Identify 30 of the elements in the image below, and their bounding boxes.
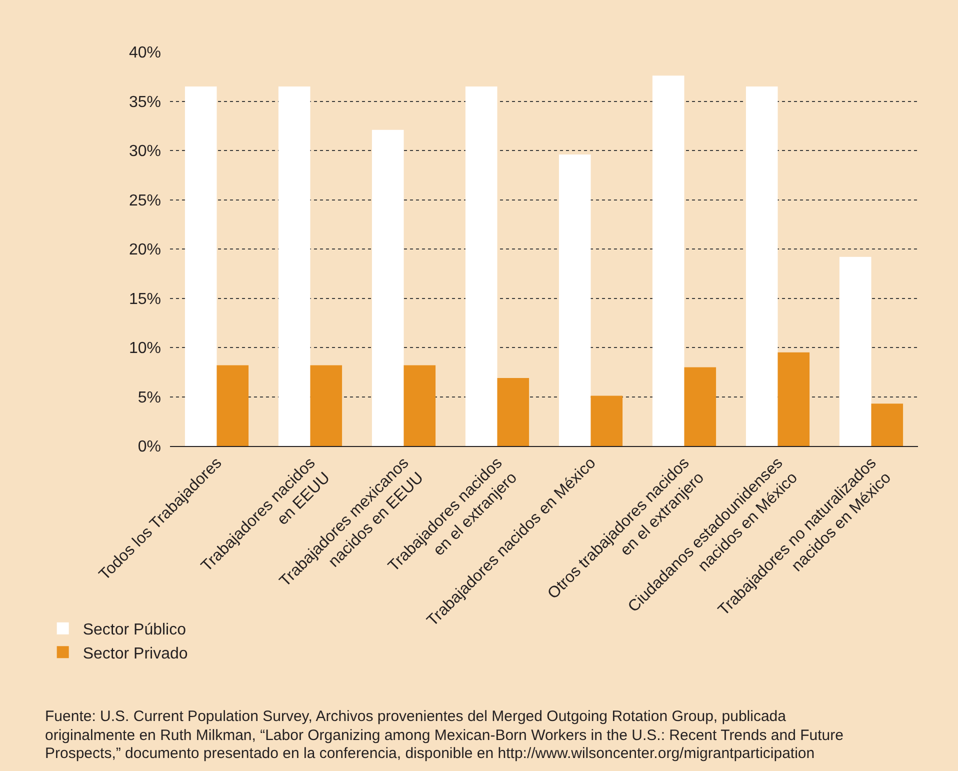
y-tick-label: 30% bbox=[128, 143, 161, 160]
bar bbox=[465, 86, 498, 446]
bar bbox=[404, 365, 436, 446]
y-tick-label: 40% bbox=[128, 44, 161, 62]
legend-label: Sector Público bbox=[82, 622, 186, 639]
bar bbox=[216, 365, 249, 446]
y-tick-label: 25% bbox=[128, 192, 161, 210]
y-tick-label: 10% bbox=[128, 340, 161, 358]
legend-label: Sector Privado bbox=[82, 645, 188, 662]
text: Prospects,” documento presentado en la conferencia, disponible en http://www.wilsoncenter.org/migrantparticipation bbox=[45, 745, 815, 762]
y-tick-label: 35% bbox=[128, 94, 161, 111]
bar bbox=[871, 404, 904, 446]
bar bbox=[497, 378, 530, 446]
bar bbox=[278, 86, 310, 446]
bar bbox=[184, 86, 217, 446]
bar bbox=[778, 352, 810, 446]
bar bbox=[310, 365, 342, 446]
text: originalmente en Ruth Milkman, “Labor Organizing among Mexican-Born Workers in the U.S.: Recent Trends and Future bbox=[45, 727, 844, 744]
source-note: Fuente: U.S. Current Population Survey, Archivos provenientes del Merged Outgoing Rotation Group, publicada bbox=[45, 708, 787, 725]
bar bbox=[590, 396, 623, 446]
bar bbox=[746, 86, 778, 446]
y-tick-label: 5% bbox=[138, 389, 161, 406]
bar bbox=[839, 256, 872, 446]
y-tick-label: 0% bbox=[138, 438, 161, 456]
bar bbox=[684, 367, 716, 446]
y-tick-label: 20% bbox=[128, 242, 161, 259]
y-tick-label: 15% bbox=[128, 290, 161, 308]
bar bbox=[372, 130, 404, 446]
bar bbox=[558, 154, 591, 446]
bar bbox=[652, 76, 684, 446]
